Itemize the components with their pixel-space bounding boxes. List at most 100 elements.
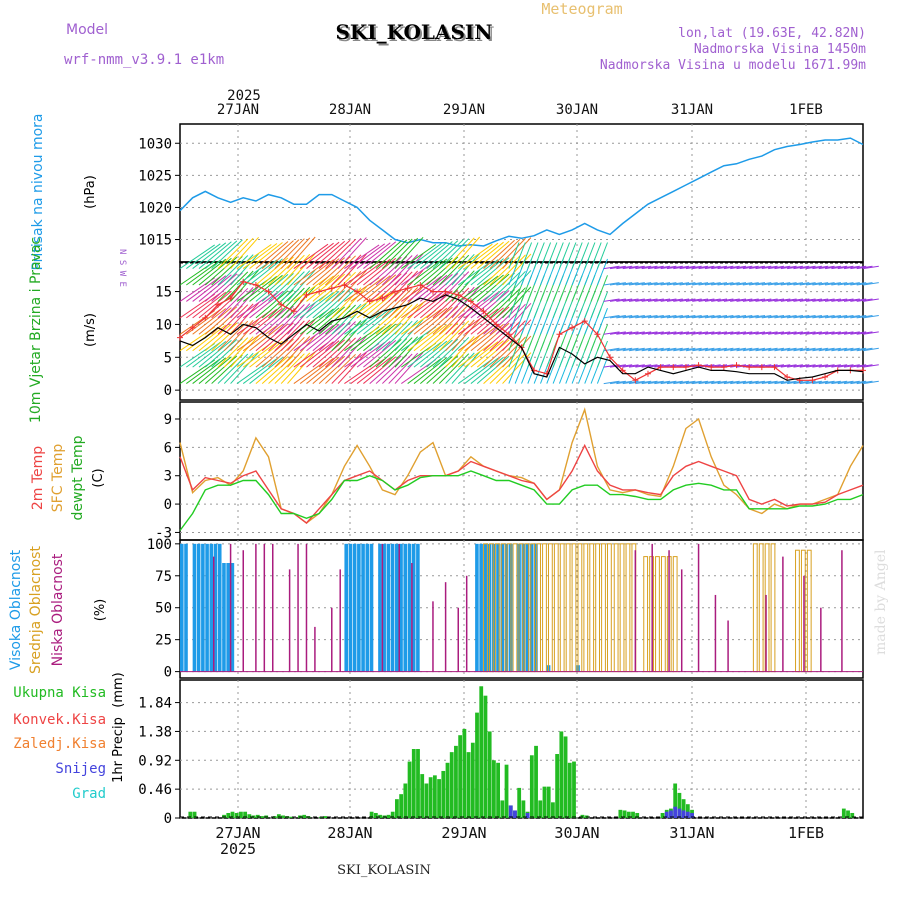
bottom-day-labels: 27JAN 28JAN 29JAN 30JAN 31JAN 1FEB <box>215 824 824 842</box>
wind-barb <box>806 347 822 352</box>
wind-barb <box>698 265 715 270</box>
cloud-mid-bar <box>571 543 577 673</box>
wind-barb <box>774 282 791 286</box>
wind-barb <box>761 298 778 302</box>
gust-marker <box>644 370 651 377</box>
wind-barb <box>299 308 334 335</box>
wind-barb <box>603 315 620 319</box>
wind-barb <box>749 331 766 335</box>
cloud-high-bar <box>386 543 391 672</box>
wind-barb <box>249 258 283 286</box>
wind-barb <box>312 355 346 384</box>
precip-bar <box>281 815 285 818</box>
wind-barb <box>217 304 249 335</box>
wind-barb <box>818 331 835 335</box>
wind-barb <box>850 282 867 286</box>
y-tick-label: 9 <box>164 412 172 428</box>
wind-barb <box>242 259 278 286</box>
wind-barb <box>831 347 848 352</box>
precip-bar <box>276 814 281 818</box>
wind-barb <box>198 356 232 384</box>
precip-bar <box>428 777 433 818</box>
wind-barb <box>457 358 493 384</box>
wind-barb <box>768 347 785 352</box>
wind-barb <box>806 265 822 270</box>
wind-barb <box>704 347 721 352</box>
cloud-high-bar <box>403 543 408 672</box>
wind-barb <box>723 315 740 319</box>
wind-barb <box>654 282 671 286</box>
cloud-high-bar <box>230 563 235 672</box>
wind-barb <box>419 257 453 286</box>
wind-barb <box>419 306 453 335</box>
gust-marker <box>480 308 487 315</box>
year-label-bottom: 2025 <box>220 840 256 858</box>
gust-marker <box>594 331 601 338</box>
wind-barb <box>616 315 633 319</box>
wind-barb <box>369 273 402 302</box>
pressure-ylabel: Pritisak na nivou mora <box>30 113 46 270</box>
model-name: wrf-nmm_v3.9.1 e1km <box>64 52 224 68</box>
precip-bar <box>416 749 420 818</box>
wind-barb <box>204 240 238 269</box>
wind-barb <box>717 331 734 335</box>
precip-bar <box>660 812 665 818</box>
precip-bar <box>437 779 441 818</box>
precip-bar <box>441 770 446 818</box>
wind-barb <box>331 287 362 319</box>
wind-barb <box>287 318 316 352</box>
precip-bar <box>449 752 454 818</box>
wind-barb <box>774 331 791 335</box>
wind-barb <box>711 298 728 302</box>
wind-barb <box>451 269 481 302</box>
wind-barb <box>464 308 499 335</box>
wind-barb <box>793 380 810 385</box>
wind-barb <box>337 352 367 384</box>
precip-bar <box>500 800 505 818</box>
gust-marker <box>569 324 576 331</box>
wind-barb <box>457 260 493 286</box>
dewpoint-line <box>179 470 864 531</box>
wind-barb <box>489 271 521 302</box>
wind-barb <box>685 298 702 302</box>
wind-barb <box>337 237 367 269</box>
wind-barb <box>768 380 785 385</box>
y-tick-label: 1015 <box>138 233 172 249</box>
wind-barb <box>223 352 254 384</box>
wind-barb <box>641 331 658 335</box>
gust-marker <box>581 318 588 325</box>
wind-barb <box>255 257 289 286</box>
gust-marker <box>290 308 297 315</box>
wind-barb <box>451 335 481 368</box>
precip-bar <box>538 800 543 818</box>
precip-bar <box>466 752 471 818</box>
y-tick-label: 3 <box>164 469 172 485</box>
wind-barb <box>761 331 778 335</box>
wind-barb <box>186 259 221 286</box>
wind-barb <box>692 282 709 286</box>
wind-barb <box>761 315 778 319</box>
wind-barb <box>692 380 709 385</box>
wind-barb <box>230 319 259 352</box>
wind-barb <box>502 335 532 368</box>
wind-barb <box>774 380 791 385</box>
wind-barb <box>217 271 249 302</box>
wind-barb <box>641 380 658 385</box>
wind-barb <box>356 357 391 384</box>
wind-barb <box>350 358 385 384</box>
wind-barb <box>432 239 464 269</box>
wind-barb <box>356 324 391 352</box>
wind-barb <box>356 341 391 368</box>
wind-barb <box>666 282 683 286</box>
wind-barb <box>217 287 249 319</box>
wind-barb <box>824 380 841 385</box>
cloud-high-bar <box>411 543 416 672</box>
wind-barb <box>407 308 442 335</box>
wind-barb <box>603 298 620 302</box>
cloud-panel: 0 25 50 75 100 <box>147 537 864 681</box>
wind-barb <box>837 380 854 385</box>
wind-barb <box>831 265 848 270</box>
compass-rose: N S W E <box>117 249 127 287</box>
precip-bar <box>260 816 264 818</box>
precip-bar <box>479 686 484 818</box>
